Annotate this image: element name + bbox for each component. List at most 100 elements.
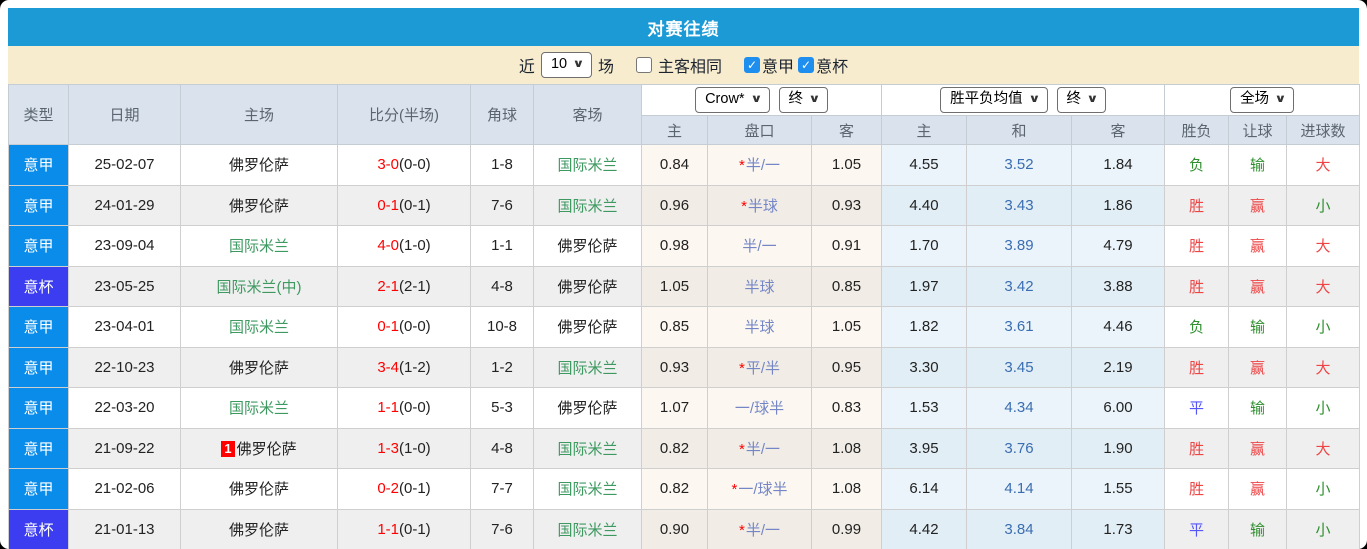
handicap-cell: *平/半 xyxy=(707,346,812,388)
away-team-name: 国际米兰 xyxy=(557,440,618,458)
handicap-result-label: 输 xyxy=(1250,400,1266,418)
date-cell: 25-02-07 xyxy=(68,144,181,186)
asian-away-odds-cell: 0.95 xyxy=(810,346,883,388)
fulltime-score: 1-1 xyxy=(377,520,399,538)
result-label: 胜 xyxy=(1189,440,1205,458)
table-row: 意甲 25-02-07 佛罗伦萨 3-0(0-0) 1-8 国际米兰 0.84 … xyxy=(8,144,1361,186)
score-cell: 1-1(0-1) xyxy=(337,508,471,549)
away-team-name: 国际米兰 xyxy=(557,481,618,499)
halftime-score: (1-2) xyxy=(399,358,431,376)
halftime-score: (2-1) xyxy=(399,277,431,295)
euro-draw-odds-cell: 3.76 xyxy=(966,427,1073,469)
halftime-score: (0-0) xyxy=(399,399,431,417)
euro-draw-odds-cell: 3.52 xyxy=(966,144,1073,186)
result-cell: 胜 xyxy=(1164,468,1230,510)
result-label: 胜 xyxy=(1189,359,1205,377)
home-team-cell: 佛罗伦萨 xyxy=(180,144,338,186)
handicap-result-cell: 输 xyxy=(1228,144,1288,186)
fulltime-score: 3-4 xyxy=(377,358,399,376)
league-label: 意杯 xyxy=(23,521,54,539)
home-team-name: 国际米兰 xyxy=(228,238,289,256)
goals-cell: 大 xyxy=(1286,427,1361,469)
handicap-result-cell: 输 xyxy=(1228,387,1288,429)
home-team-cell: 佛罗伦萨 xyxy=(180,184,338,226)
scope-select[interactable]: 全场 ∨ xyxy=(1230,87,1294,113)
euro-home-odds-cell: 1.82 xyxy=(881,306,968,348)
goals-cell: 小 xyxy=(1286,468,1361,510)
corners-cell: 1-1 xyxy=(470,225,534,267)
handicap-label: 半/一 xyxy=(742,238,777,256)
home-team-cell: 佛罗伦萨 xyxy=(180,346,338,388)
recent-count-value: 10 xyxy=(550,56,568,72)
europe-type-select[interactable]: 胜平负均值 ∨ xyxy=(940,87,1048,113)
table-row: 意甲 23-09-04 国际米兰 4-0(1-0) 1-1 佛罗伦萨 0.98 … xyxy=(8,225,1361,267)
handicap-result-cell: 赢 xyxy=(1228,225,1288,267)
result-cell: 胜 xyxy=(1164,184,1230,226)
league-cell: 意甲 xyxy=(8,144,69,186)
chevron-down-icon: ∨ xyxy=(572,58,585,70)
handicap-result-cell: 赢 xyxy=(1228,468,1288,510)
coppa-checkbox[interactable] xyxy=(798,57,815,73)
league-label: 意甲 xyxy=(23,238,54,256)
date-cell: 23-05-25 xyxy=(68,265,181,307)
chevron-down-icon: ∨ xyxy=(1274,93,1287,105)
away-team-name: 佛罗伦萨 xyxy=(557,238,618,256)
goals-label: 小 xyxy=(1315,481,1331,499)
serie-a-checkbox[interactable] xyxy=(744,57,761,73)
euro-away-odds-cell: 6.00 xyxy=(1071,387,1166,429)
col-away: 客场 xyxy=(533,84,642,145)
col-asian-away: 客 xyxy=(810,115,883,145)
handicap-cell: 一/球半 xyxy=(707,387,812,429)
col-handicap-result: 让球 xyxy=(1228,115,1288,145)
home-team-cell: 1 佛罗伦萨 xyxy=(180,427,338,469)
handicap-star: * xyxy=(738,521,745,539)
handicap-cell: *半/一 xyxy=(707,508,812,549)
away-team-cell: 国际米兰 xyxy=(533,427,642,469)
euro-draw-odds-cell: 3.61 xyxy=(966,306,1073,348)
same-venue-checkbox[interactable] xyxy=(636,57,653,73)
asian-stage-select[interactable]: 终 ∨ xyxy=(778,87,828,113)
result-label: 胜 xyxy=(1189,197,1205,215)
handicap-cell: *半/一 xyxy=(707,427,812,469)
bookmaker-select[interactable]: Crow* ∨ xyxy=(695,87,770,113)
euro-draw-odds-cell: 3.42 xyxy=(966,265,1073,307)
euro-draw-odds-cell: 4.14 xyxy=(966,468,1073,510)
euro-away-odds-cell: 4.46 xyxy=(1071,306,1166,348)
euro-draw-odds-cell: 3.45 xyxy=(966,346,1073,388)
europe-type-select-value: 胜平负均值 xyxy=(950,91,1023,107)
date-cell: 23-04-01 xyxy=(68,306,181,348)
result-cell: 胜 xyxy=(1164,225,1230,267)
score-cell: 0-1(0-1) xyxy=(337,184,471,226)
date-cell: 23-09-04 xyxy=(68,225,181,267)
corners-cell: 5-3 xyxy=(470,387,534,429)
result-label: 负 xyxy=(1189,157,1205,175)
handicap-result-cell: 赢 xyxy=(1228,265,1288,307)
asian-away-odds-cell: 0.85 xyxy=(810,265,883,307)
away-team-cell: 国际米兰 xyxy=(533,144,642,186)
asian-away-odds-cell: 1.08 xyxy=(810,427,883,469)
home-team-name: 佛罗伦萨 xyxy=(228,157,289,175)
col-date: 日期 xyxy=(68,84,181,145)
fulltime-score: 1-1 xyxy=(377,399,399,417)
recent-count-select[interactable]: 10 ∨ xyxy=(540,52,593,78)
handicap-cell: *一/球半 xyxy=(707,468,812,510)
result-label: 胜 xyxy=(1189,278,1205,296)
halftime-score: (0-1) xyxy=(399,480,431,498)
league-label: 意甲 xyxy=(23,481,54,499)
asian-away-odds-cell: 0.99 xyxy=(810,508,883,549)
table-row: 意甲 22-10-23 佛罗伦萨 3-4(1-2) 1-2 国际米兰 0.93 … xyxy=(8,346,1361,388)
table-row: 意杯 23-05-25 国际米兰(中) 2-1(2-1) 4-8 佛罗伦萨 1.… xyxy=(8,265,1361,307)
serie-a-label: 意甲 xyxy=(762,59,795,76)
asian-home-odds-cell: 0.84 xyxy=(641,144,708,186)
goals-label: 小 xyxy=(1315,197,1331,215)
page-title: 对赛往绩 xyxy=(647,19,720,39)
league-cell: 意杯 xyxy=(8,508,69,549)
handicap-label: 半球 xyxy=(744,278,775,296)
goals-cell: 小 xyxy=(1286,306,1361,348)
table-row: 意甲 21-02-06 佛罗伦萨 0-2(0-1) 7-7 国际米兰 0.82 … xyxy=(8,468,1361,510)
asian-home-odds-cell: 0.96 xyxy=(641,184,708,226)
goals-cell: 大 xyxy=(1286,144,1361,186)
europe-stage-select[interactable]: 终 ∨ xyxy=(1056,87,1106,113)
euro-home-odds-cell: 3.95 xyxy=(881,427,968,469)
